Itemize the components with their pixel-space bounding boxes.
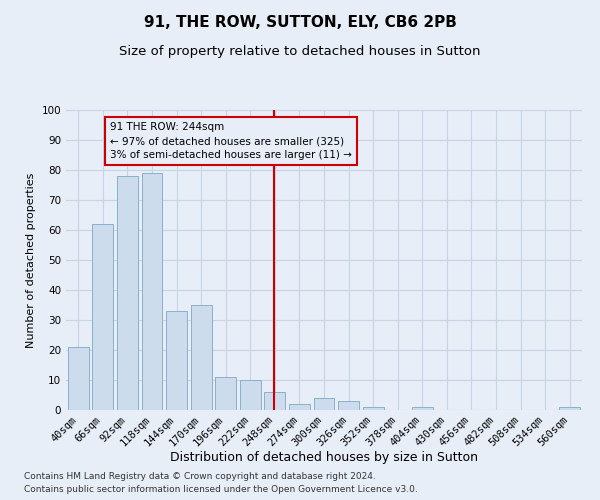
Text: Contains HM Land Registry data © Crown copyright and database right 2024.: Contains HM Land Registry data © Crown c… bbox=[24, 472, 376, 481]
Text: Size of property relative to detached houses in Sutton: Size of property relative to detached ho… bbox=[119, 45, 481, 58]
Bar bbox=[289, 404, 310, 410]
Bar bbox=[240, 380, 261, 410]
Text: 91, THE ROW, SUTTON, ELY, CB6 2PB: 91, THE ROW, SUTTON, ELY, CB6 2PB bbox=[143, 15, 457, 30]
Bar bbox=[215, 377, 236, 410]
Bar bbox=[314, 398, 334, 410]
Bar bbox=[166, 311, 187, 410]
Bar bbox=[142, 173, 163, 410]
Bar bbox=[265, 392, 286, 410]
Bar bbox=[362, 407, 383, 410]
Bar bbox=[68, 347, 89, 410]
Text: Contains public sector information licensed under the Open Government Licence v3: Contains public sector information licen… bbox=[24, 485, 418, 494]
Bar bbox=[92, 224, 113, 410]
Text: 91 THE ROW: 244sqm
← 97% of detached houses are smaller (325)
3% of semi-detache: 91 THE ROW: 244sqm ← 97% of detached hou… bbox=[110, 122, 352, 160]
Text: Distribution of detached houses by size in Sutton: Distribution of detached houses by size … bbox=[170, 451, 478, 464]
Bar bbox=[117, 176, 138, 410]
Bar bbox=[338, 401, 359, 410]
Bar bbox=[412, 407, 433, 410]
Y-axis label: Number of detached properties: Number of detached properties bbox=[26, 172, 36, 348]
Bar bbox=[191, 305, 212, 410]
Bar bbox=[559, 407, 580, 410]
